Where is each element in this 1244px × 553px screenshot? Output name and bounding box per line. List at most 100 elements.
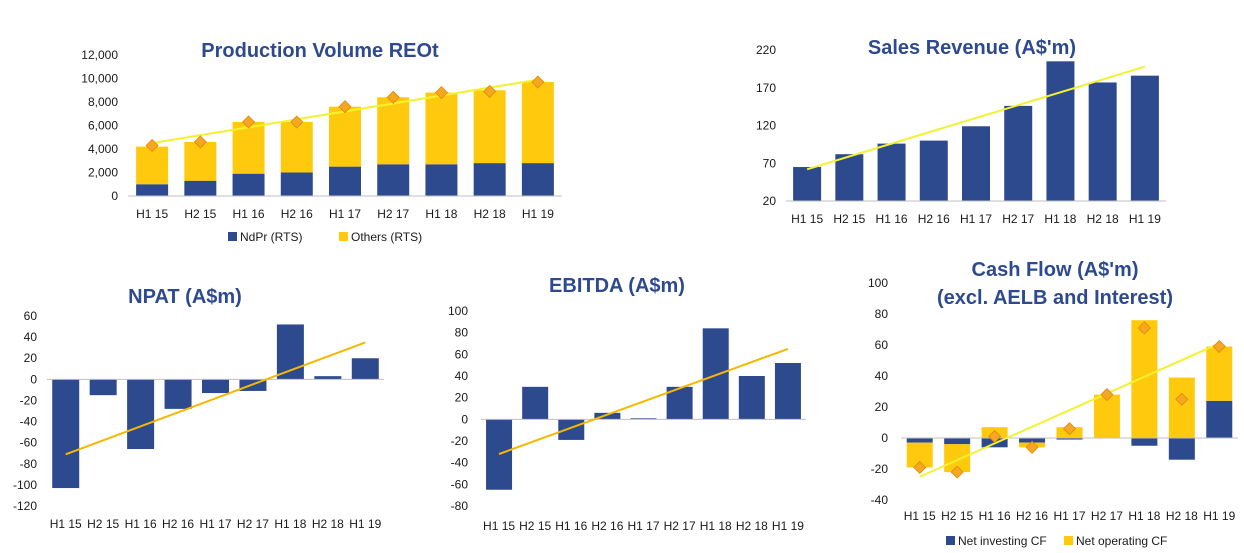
x-tick-label: H2 15 (87, 517, 119, 531)
bar (1046, 61, 1075, 202)
ebitda-chart-title: EBITDA (A$m) (549, 275, 685, 297)
y-tick-label: 60 (875, 338, 889, 352)
x-tick-label: H2 18 (312, 517, 344, 531)
trend-line (919, 342, 1220, 478)
y-tick-label: 60 (24, 309, 38, 323)
bar (314, 376, 342, 380)
total-marker (145, 138, 159, 153)
bar-ndpr-rts (184, 180, 217, 196)
x-tick-label: H2 17 (237, 517, 269, 531)
y-tick-label: 40 (875, 369, 889, 383)
y-tick-label: -40 (871, 493, 889, 507)
bar-net-operating-cf (1168, 377, 1195, 438)
bar-others-rts (425, 92, 458, 165)
x-tick-label: H1 15 (483, 519, 515, 533)
y-tick-label: 20 (763, 194, 777, 208)
sales-chart-title: Sales Revenue (A$'m) (868, 37, 1076, 59)
bar-others-rts (136, 146, 169, 185)
total-marker (386, 90, 400, 104)
y-tick-label: 0 (881, 431, 888, 445)
bar-net-investing-cf (1131, 438, 1158, 446)
x-tick-label: H1 17 (329, 207, 361, 221)
bar (351, 358, 379, 380)
x-tick-label: H1 18 (1128, 509, 1160, 523)
bar (702, 328, 729, 420)
y-tick-label: -40 (451, 456, 469, 470)
x-tick-label: H1 19 (772, 519, 804, 533)
legend-label-others: Others (RTS) (351, 230, 422, 244)
legend-label-operating: Net operating CF (1076, 534, 1167, 548)
total-marker (988, 429, 1002, 444)
bar-ndpr-rts (329, 166, 361, 196)
bar (1004, 105, 1033, 201)
sales-revenue-chart: Sales Revenue (A$'m) 220 170 120 70 20 H1 15 H… (756, 37, 1166, 226)
x-tick-label: H1 15 (791, 212, 823, 226)
ebitda-chart: EBITDA (A$m) 100 80 60 40 20 0 -20 -40 -60 -80 H1 … (448, 275, 806, 533)
bar (522, 386, 549, 420)
legend-swatch-investing (946, 536, 955, 545)
trend-line (498, 347, 789, 455)
x-tick-label: H1 19 (1129, 212, 1161, 226)
x-tick-label: H2 15 (833, 212, 865, 226)
x-tick-label: H1 16 (876, 212, 908, 226)
x-tick-label: H2 15 (184, 207, 216, 221)
y-tick-label: -20 (451, 434, 469, 448)
x-tick-label: H2 18 (474, 207, 506, 221)
bar (52, 379, 80, 489)
cashflow-legend: Net investing CF Net operating CF (946, 534, 1167, 548)
bar (89, 379, 117, 396)
y-tick-label: 80 (875, 307, 889, 321)
y-tick-label: -40 (20, 415, 38, 429)
bar (558, 419, 585, 440)
bar (835, 154, 864, 201)
x-tick-label: H1 15 (136, 207, 168, 221)
x-tick-label: H1 19 (522, 207, 554, 221)
y-tick-label: 100 (868, 276, 888, 290)
x-tick-label: H1 16 (125, 517, 157, 531)
bar-ndpr-rts (473, 163, 506, 196)
bar-net-investing-cf (1056, 438, 1083, 440)
total-marker (338, 100, 352, 114)
bar-ndpr-rts (377, 164, 410, 196)
total-marker (1025, 440, 1039, 454)
y-tick-label: 8,000 (88, 95, 118, 109)
x-tick-label: H1 15 (904, 509, 936, 523)
bar-ndpr-rts (280, 172, 313, 196)
bar (738, 376, 765, 420)
x-tick-label: H2 15 (519, 519, 551, 533)
cashflow-chart-title: Cash Flow (A$'m) (972, 259, 1139, 281)
y-tick-label: 10,000 (81, 72, 118, 86)
x-tick-label: H2 16 (1016, 509, 1048, 523)
legend-label-ndpr: NdPr (RTS) (240, 230, 302, 244)
x-tick-label: H2 16 (591, 519, 623, 533)
cash-flow-chart: Cash Flow (A$'m) (excl. AELB and Interes… (868, 259, 1238, 548)
bar-others-rts (329, 106, 361, 167)
bar (774, 363, 801, 420)
y-tick-label: -60 (20, 436, 38, 450)
y-tick-label: 60 (455, 347, 469, 361)
total-marker (241, 115, 256, 129)
y-tick-label: 20 (455, 391, 469, 405)
y-tick-label: 6,000 (88, 119, 118, 133)
bar-ndpr-rts (425, 164, 458, 196)
bar-ndpr-rts (521, 163, 554, 196)
x-tick-label: H1 18 (274, 517, 306, 531)
x-tick-label: H1 16 (233, 207, 265, 221)
y-tick-label: 220 (756, 43, 776, 57)
y-tick-label: -60 (451, 477, 469, 491)
x-tick-label: H1 16 (979, 509, 1011, 523)
total-marker (531, 75, 545, 89)
production-legend: NdPr (RTS) Others (RTS) (228, 230, 422, 244)
bar-others-rts (521, 82, 554, 164)
x-tick-label: H1 18 (425, 207, 457, 221)
y-tick-label: 20 (875, 400, 889, 414)
x-tick-label: H2 16 (162, 517, 194, 531)
total-marker (290, 115, 304, 129)
x-tick-label: H2 16 (281, 207, 313, 221)
y-tick-label: -20 (20, 393, 38, 407)
y-tick-label: 40 (24, 330, 38, 344)
bar (962, 126, 990, 201)
x-tick-label: H2 17 (1091, 509, 1123, 523)
x-tick-label: H1 15 (50, 517, 82, 531)
